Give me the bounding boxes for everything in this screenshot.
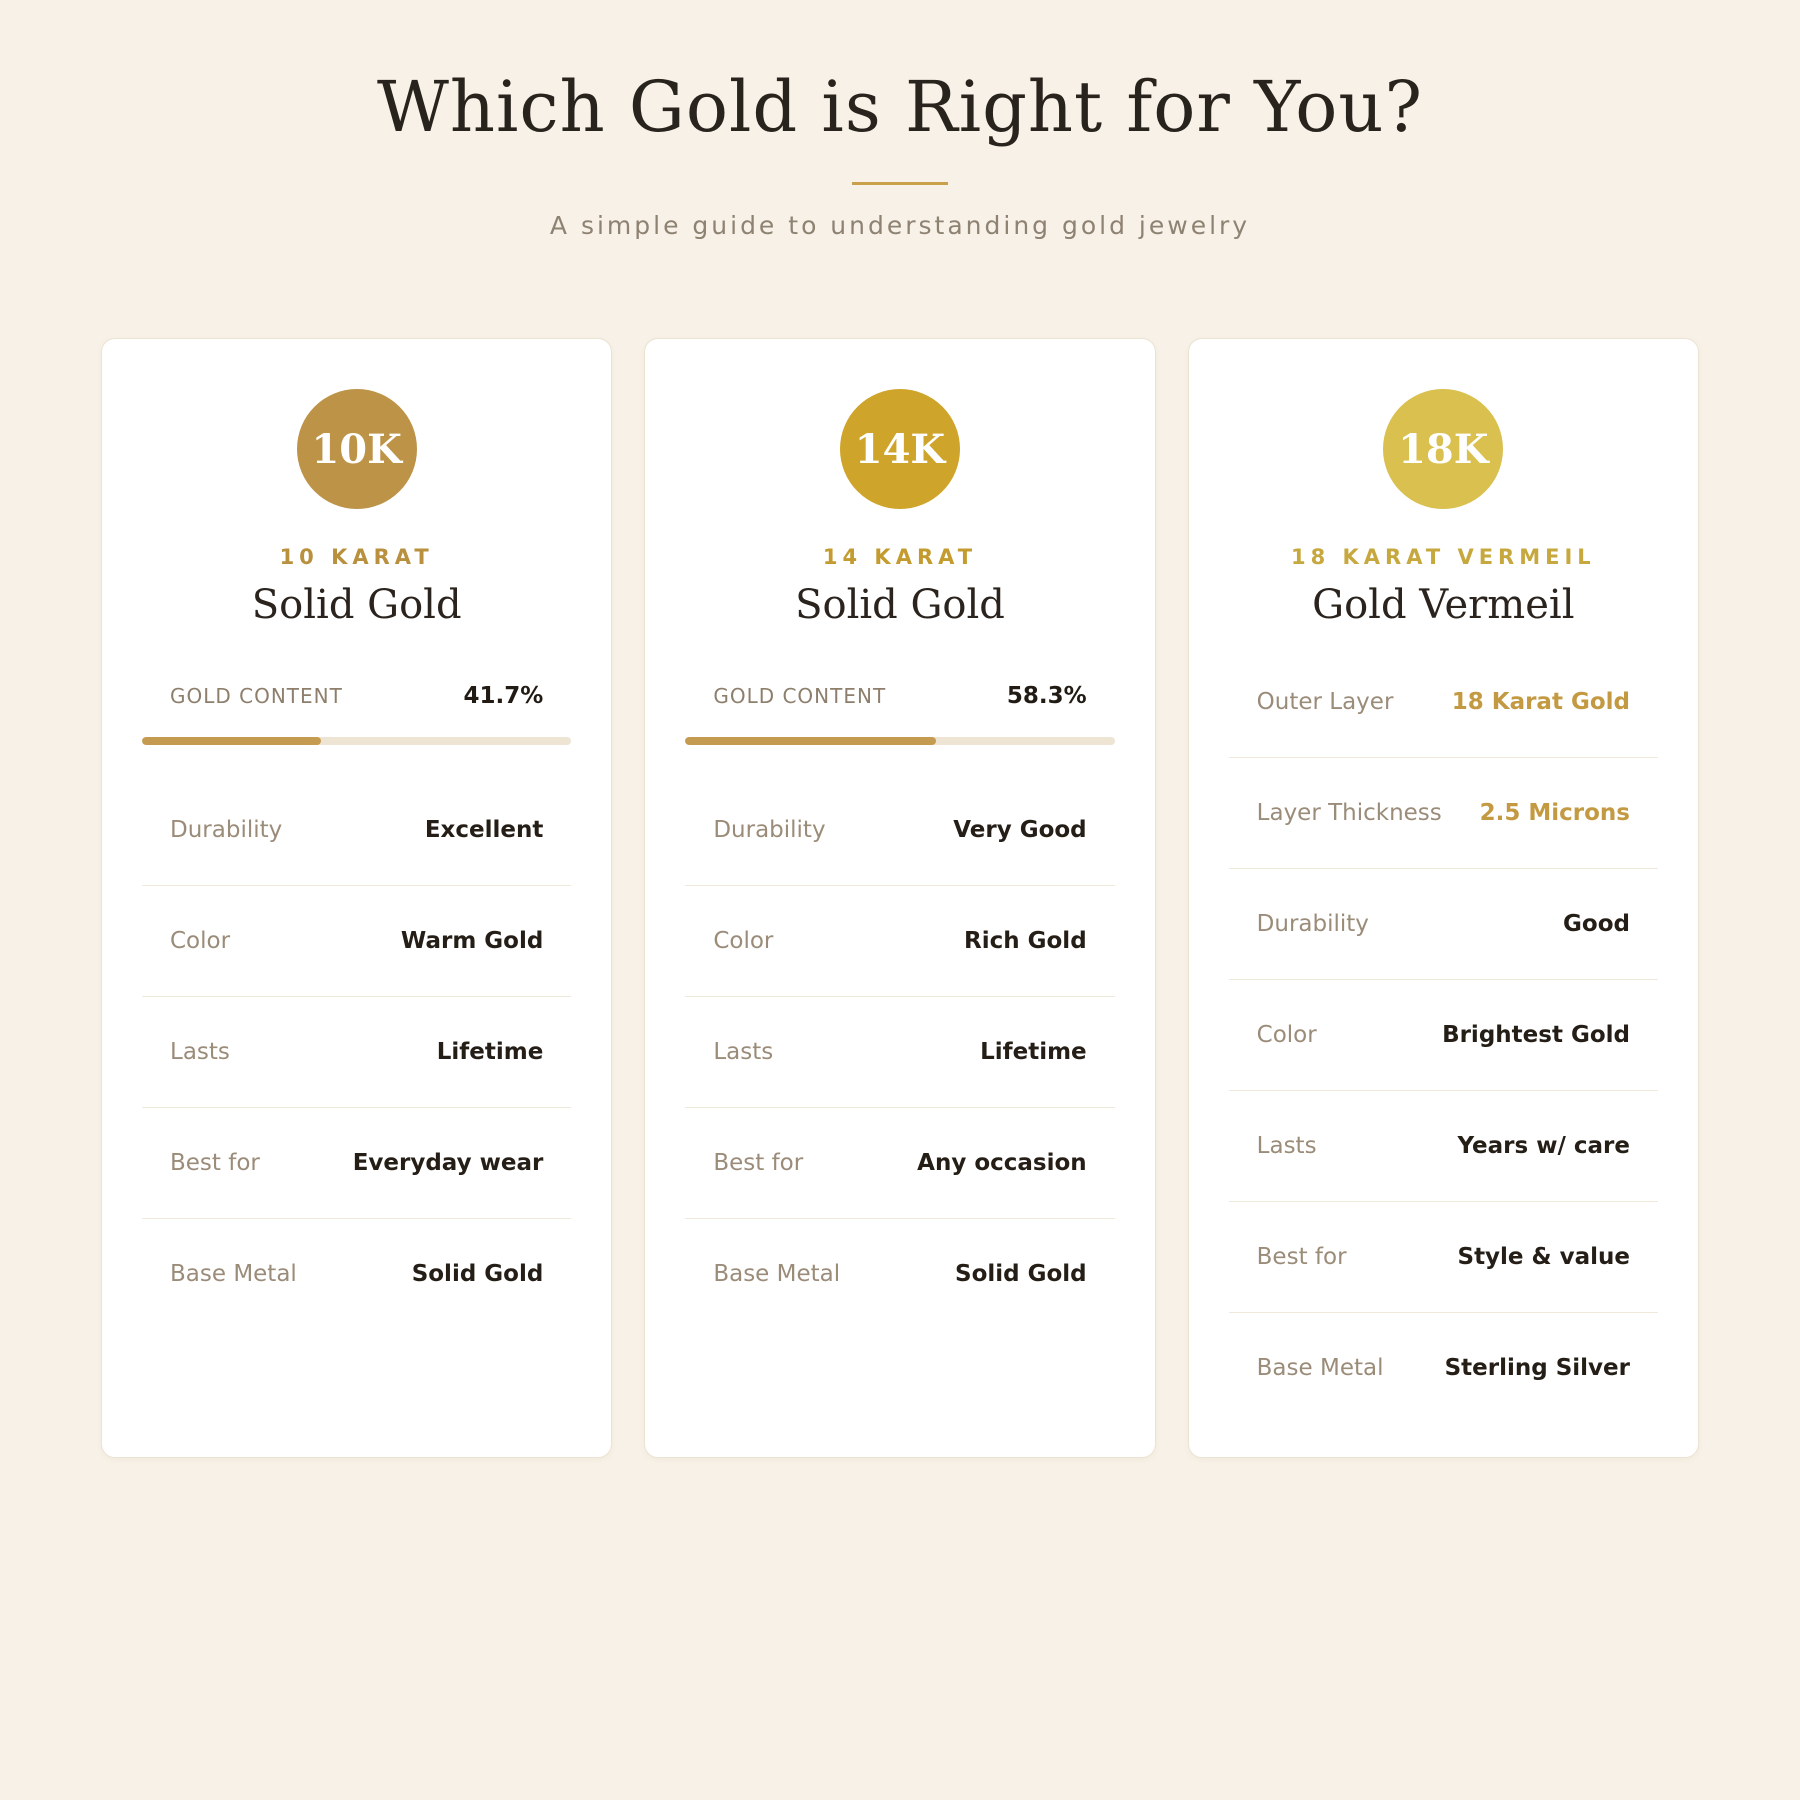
spec-value: 2.5 Microns [1479, 800, 1630, 826]
spec-row: Lasts Years w/ care [1228, 1090, 1658, 1201]
spec-row: Best for Style & value [1228, 1201, 1658, 1312]
spec-value: Rich Gold [964, 928, 1087, 954]
spec-row: Best for Any occasion [685, 1107, 1115, 1218]
spec-label: Lasts [1256, 1133, 1317, 1159]
card-title: Solid Gold [795, 582, 1005, 628]
spec-label: Durability [713, 817, 826, 843]
card-10k: 10K 10 KARAT Solid Gold GOLD CONTENT 41.… [101, 338, 613, 1458]
card-18k-vermeil: 18K 18 KARAT VERMEIL Gold Vermeil Outer … [1187, 338, 1699, 1458]
spec-label: Color [1256, 1022, 1317, 1048]
card-14k: 14K 14 KARAT Solid Gold GOLD CONTENT 58.… [644, 338, 1156, 1458]
spec-row: Base Metal Sterling Silver [1228, 1312, 1658, 1423]
card-title: Solid Gold [251, 582, 462, 628]
spec-row: Durability Excellent [142, 775, 571, 885]
spec-value: Style & value [1457, 1244, 1630, 1270]
spec-value: Good [1563, 911, 1630, 937]
spec-label: Best for [1256, 1244, 1347, 1270]
spec-label: Outer Layer [1256, 689, 1394, 715]
gold-content-label: GOLD CONTENT [170, 684, 343, 708]
spec-row: Lasts Lifetime [142, 996, 572, 1107]
spec-row: Outer Layer 18 Karat Gold [1229, 647, 1658, 757]
spec-value: Warm Gold [400, 928, 544, 954]
gold-content-meter: GOLD CONTENT 41.7% [142, 683, 572, 745]
spec-label: Best for [713, 1150, 804, 1176]
page-header: Which Gold is Right for You? A simple gu… [101, 0, 1699, 240]
spec-row: Color Warm Gold [142, 885, 572, 996]
spec-label: Lasts [170, 1039, 230, 1065]
spec-rows: Durability Excellent Color Warm Gold Las… [142, 775, 572, 1329]
spec-row: Best for Everyday wear [142, 1107, 572, 1218]
spec-value: Brightest Gold [1442, 1022, 1630, 1048]
karat-kicker: 10 KARAT [279, 545, 434, 569]
gold-content-head: GOLD CONTENT 41.7% [142, 683, 571, 709]
spec-row: Layer Thickness 2.5 Microns [1228, 757, 1658, 868]
spec-value: Solid Gold [955, 1261, 1087, 1287]
gold-content-bar-fill [685, 737, 936, 745]
spec-value: 18 Karat Gold [1451, 689, 1630, 715]
spec-label: Base Metal [713, 1261, 841, 1287]
karat-badge-14k: 14K [839, 389, 960, 509]
spec-value: Sterling Silver [1444, 1355, 1630, 1381]
gold-content-bar-track [685, 737, 1115, 745]
spec-row: Durability Very Good [685, 775, 1114, 885]
karat-kicker: 14 KARAT [822, 545, 978, 569]
spec-label: Lasts [713, 1039, 774, 1065]
gold-content-bar-fill [142, 737, 322, 745]
gold-content-label: GOLD CONTENT [713, 684, 887, 708]
spec-value: Lifetime [436, 1039, 544, 1065]
spec-value: Lifetime [980, 1039, 1087, 1065]
karat-kicker: 18 KARAT VERMEIL [1290, 545, 1596, 569]
spec-label: Durability [1256, 911, 1369, 937]
spec-value: Very Good [953, 817, 1087, 843]
card-title: Gold Vermeil [1312, 582, 1575, 628]
spec-row: Base Metal Solid Gold [685, 1218, 1115, 1329]
spec-value: Everyday wear [352, 1150, 544, 1176]
spec-row: Durability Good [1228, 868, 1658, 979]
spec-row: Color Rich Gold [685, 885, 1115, 996]
spec-value: Solid Gold [411, 1261, 544, 1287]
page-title: Which Gold is Right for You? [376, 66, 1424, 148]
spec-value: Excellent [424, 817, 544, 843]
gold-content-bar-track [142, 737, 572, 745]
spec-label: Layer Thickness [1256, 800, 1442, 826]
spec-label: Base Metal [170, 1261, 297, 1287]
gold-content-value: 58.3% [1006, 683, 1087, 709]
spec-label: Best for [170, 1150, 260, 1176]
spec-row: Base Metal Solid Gold [142, 1218, 572, 1329]
page-container: Which Gold is Right for You? A simple gu… [101, 0, 1699, 1458]
spec-label: Color [713, 928, 774, 954]
spec-label: Color [170, 928, 231, 954]
spec-row: Color Brightest Gold [1228, 979, 1658, 1090]
spec-value: Any occasion [917, 1150, 1087, 1176]
karat-badge-18k: 18K [1383, 389, 1504, 509]
spec-rows: Durability Very Good Color Rich Gold Las… [685, 775, 1115, 1329]
page-subtitle: A simple guide to understanding gold jew… [549, 211, 1251, 240]
spec-label: Durability [170, 817, 283, 843]
gold-content-meter: GOLD CONTENT 58.3% [685, 683, 1115, 745]
spec-row: Lasts Lifetime [685, 996, 1115, 1107]
header-divider [852, 182, 948, 185]
card-grid: 10K 10 KARAT Solid Gold GOLD CONTENT 41.… [101, 338, 1699, 1458]
karat-badge-10k: 10K [296, 389, 417, 509]
spec-label: Base Metal [1256, 1355, 1384, 1381]
spec-value: Years w/ care [1457, 1133, 1630, 1159]
spec-rows: Outer Layer 18 Karat Gold Layer Thicknes… [1228, 647, 1658, 1423]
gold-content-head: GOLD CONTENT 58.3% [685, 683, 1114, 709]
gold-content-value: 41.7% [463, 683, 544, 709]
